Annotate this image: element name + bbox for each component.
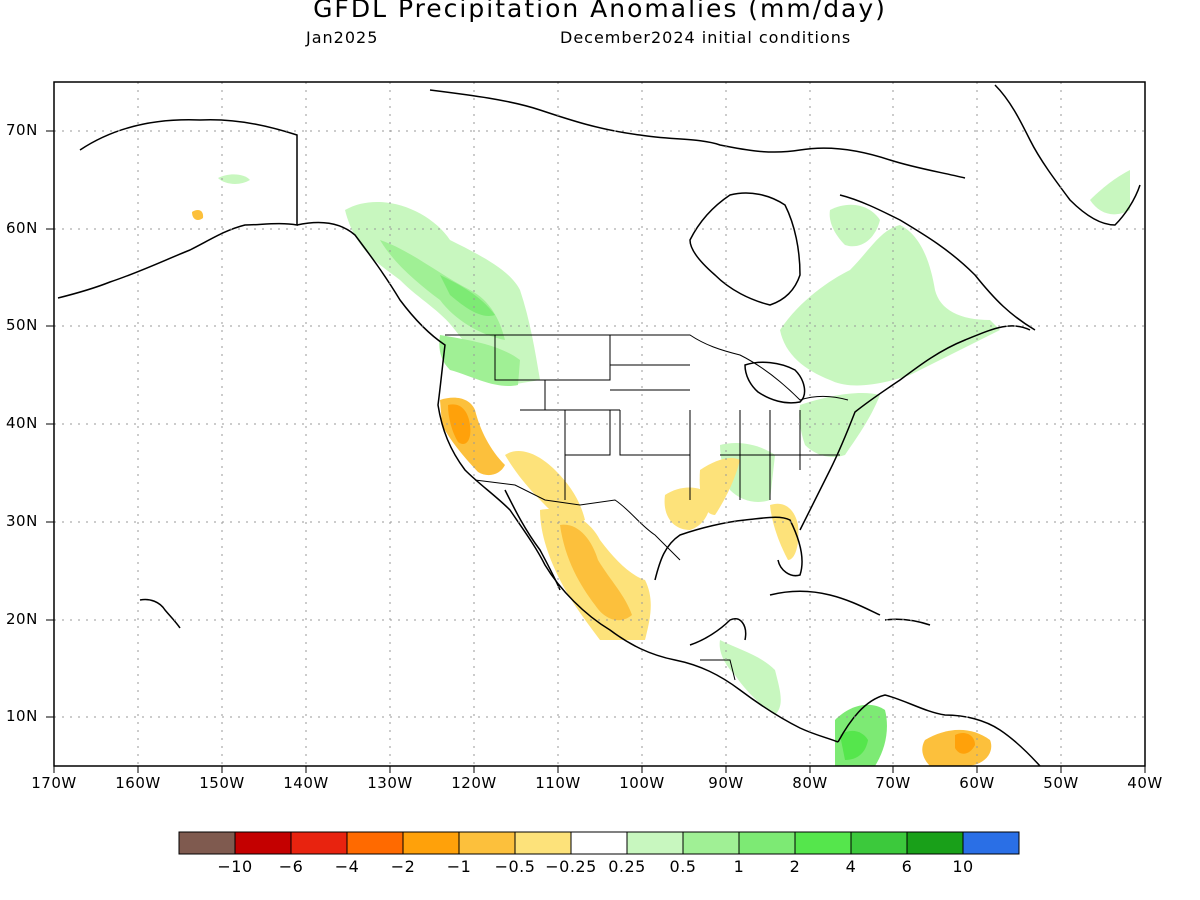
alaska-wet-area [218,174,250,184]
venezuela-dry-core [955,733,975,754]
lon-label-70w: 70W [875,774,911,792]
lon-label-110w: 110W [535,774,581,792]
central-america-wet-area [719,640,781,715]
greenland-wet-area [1090,170,1130,215]
north-america-west-coast [296,221,839,743]
mississippi-dry-area [699,458,740,515]
lon-label-170w: 170W [31,774,77,792]
colorbar-swatch [626,831,684,855]
southwest-dry-area [505,450,585,522]
lon-label-40w: 40W [1127,774,1163,792]
us-state-lines-west [494,335,691,500]
colombia-wet-core [840,730,868,760]
east-coast-us [799,325,1031,531]
colorbar-swatch [234,831,292,855]
lon-label-80w: 80W [792,774,828,792]
colorbar-swatch [906,831,964,855]
mexico-dry-core [560,524,632,621]
colorbar-swatch [178,831,236,855]
lon-label-150w: 150W [199,774,245,792]
hudson-bay-coastline [689,192,801,306]
texas-dry-area [664,487,711,530]
colorbar-swatch [962,831,1020,855]
colorbar-swatch [514,831,572,855]
lon-label-130w: 130W [367,774,413,792]
hispaniola-coastline [884,618,931,626]
lat-label-40n: 40N [6,414,38,432]
south-america-north-coast [837,694,1041,766]
colorbar-label: −4 [334,857,360,876]
lon-label-160w: 160W [115,774,161,792]
mexico-guatemala-border [700,659,736,681]
greenland-coastline [994,84,1141,226]
lat-label-20n: 20N [6,610,38,628]
us-canada-border [445,334,849,401]
colorbar-label: 10 [952,857,974,876]
colorbar-label: −2 [390,857,416,876]
axis-ticks [46,130,1146,773]
colorbar-label: −6 [278,857,304,876]
alaska-coastline [57,118,298,299]
political-borders [296,135,849,681]
lat-lon-gridlines [54,82,1145,766]
colorbar-swatch [458,831,516,855]
hawaii-islands [139,598,181,629]
colorbar-label: 6 [901,857,913,876]
yucatan-coastline [689,618,747,646]
colorbar-swatch [850,831,908,855]
lat-label-30n: 30N [6,512,38,530]
labrador-quebec-coastline [839,194,1036,331]
washington-oregon-wet-area [439,335,520,387]
lon-label-140w: 140W [283,774,329,792]
baja-california-coastline [504,489,561,591]
lat-label-50n: 50N [6,316,38,334]
map-title: GFDL Precipitation Anomalies (mm/day) [313,0,887,23]
colorbar-label: −0.25 [545,857,597,876]
initial-conditions: December2024 initial conditions [560,28,852,47]
lat-label-70n: 70N [6,121,38,139]
colorbar-label: 4 [845,857,857,876]
colorbar [178,831,1020,855]
lon-label-90w: 90W [708,774,744,792]
great-lakes-outline [744,361,806,404]
colorbar-swatch [402,831,460,855]
colorbar-swatch [794,831,852,855]
alaska-dry-spot [192,210,204,220]
colorbar-label: 0.25 [608,857,646,876]
colorbar-label: 0.5 [669,857,697,876]
coastlines [57,84,1141,766]
us-mexico-border [474,479,681,561]
colorbar-swatch [738,831,796,855]
lon-label-120w: 120W [451,774,497,792]
colorbar-swatch [346,831,404,855]
gulf-coast-wet-area [720,443,775,502]
colorbar-swatch [570,831,628,855]
lat-label-60n: 60N [6,219,38,237]
cuba-coastline [769,590,881,616]
us-state-lines-central [610,364,840,500]
lat-label-10n: 10N [6,707,38,725]
valid-month: Jan2025 [306,28,379,47]
california-dry-core [448,404,471,445]
quebec-wet-area [780,225,1000,386]
colorbar-swatch [290,831,348,855]
colorbar-swatch [682,831,740,855]
colorbar-label: −0.5 [494,857,536,876]
lon-label-60w: 60W [959,774,995,792]
gulf-of-mexico-coastline [654,516,803,581]
lon-label-100w: 100W [619,774,665,792]
dry-anomaly-areas [192,210,992,766]
colorbar-label: 2 [789,857,801,876]
colorbar-label: −10 [217,857,253,876]
colorbar-label: 1 [733,857,745,876]
colorbar-label: −1 [446,857,472,876]
canada-north-coastline [429,89,966,179]
labrador-wet-area [829,204,880,247]
lon-label-50w: 50W [1043,774,1079,792]
coastal-bc-wet-core [440,275,495,316]
